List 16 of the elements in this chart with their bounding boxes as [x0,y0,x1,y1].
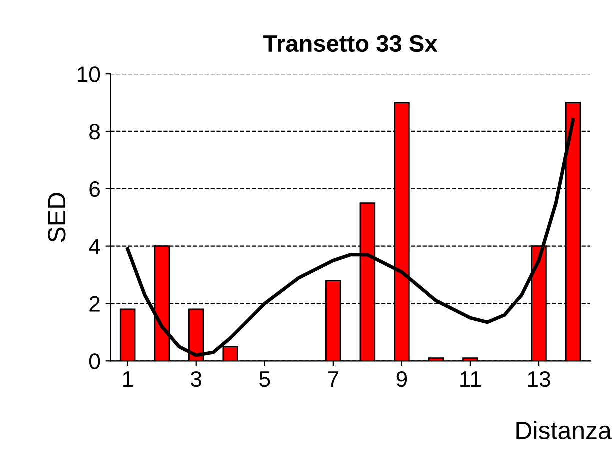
y-tick-label: 2 [90,296,100,312]
x-tick-label: 7 [328,372,338,387]
x-tick-label: 13 [528,371,550,388]
x-tick-label: 9 [396,371,408,388]
x-tick-label: 1 [123,372,133,387]
y-tick-label: 4 [89,239,100,254]
y-tick-label: 6 [90,181,100,198]
x-tick-label: 5 [260,372,270,388]
y-tick-label: 8 [90,124,100,140]
y-tick-label: 10 [78,66,100,82]
x-axis-title: Distanza [516,421,612,440]
y-tick-label: 0 [89,354,100,370]
y-axis-title: SED [48,193,66,242]
chart-title: Transetto 33 Sx [264,35,438,52]
x-tick-label: 11 [460,372,481,387]
x-tick-label: 3 [191,371,202,388]
